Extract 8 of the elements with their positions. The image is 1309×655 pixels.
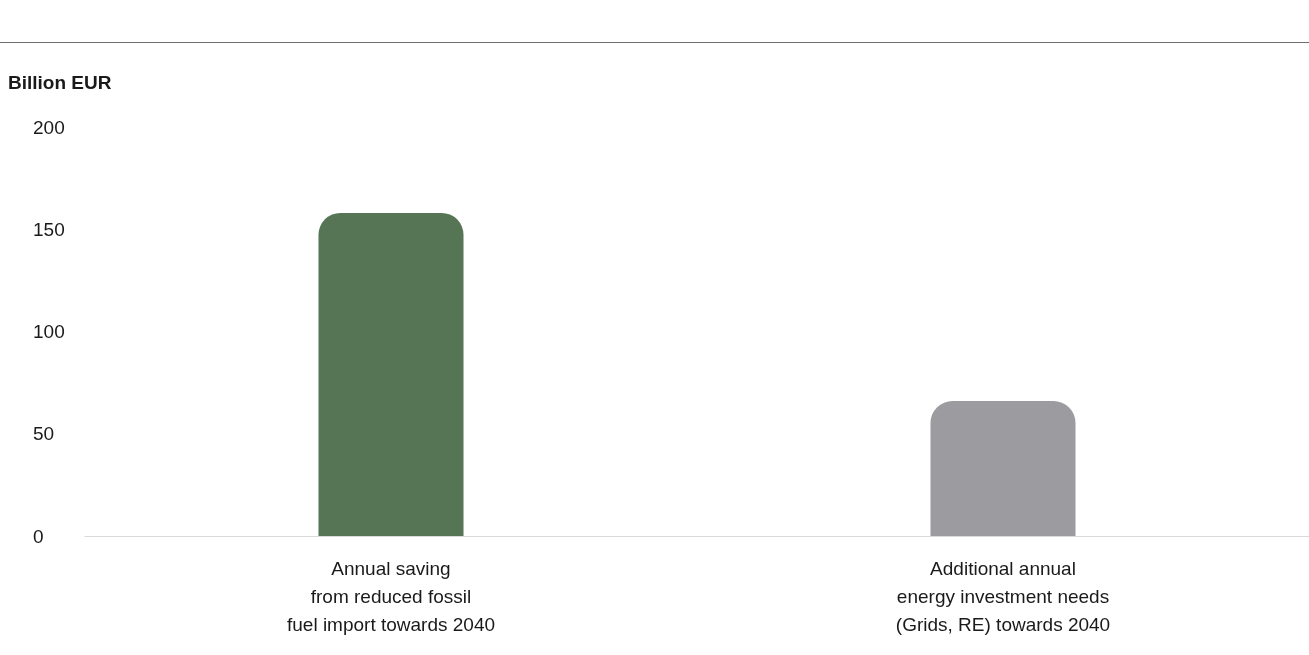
y-tick-label: 50 bbox=[33, 423, 55, 445]
x-tick-label: Annual saving from reduced fossil fuel import towards 2040 bbox=[286, 557, 496, 635]
x-tick-label: Additional annual energy investment needs (Grids, RE) towards 2040 bbox=[895, 557, 1111, 635]
y-tick-label: 100 bbox=[33, 321, 65, 342]
y-tick-label: 150 bbox=[33, 218, 65, 240]
y-tick-label: 0 bbox=[33, 525, 44, 547]
y-tick-label: 200 bbox=[33, 116, 65, 138]
y-axis-title: Billion EUR bbox=[8, 72, 112, 94]
